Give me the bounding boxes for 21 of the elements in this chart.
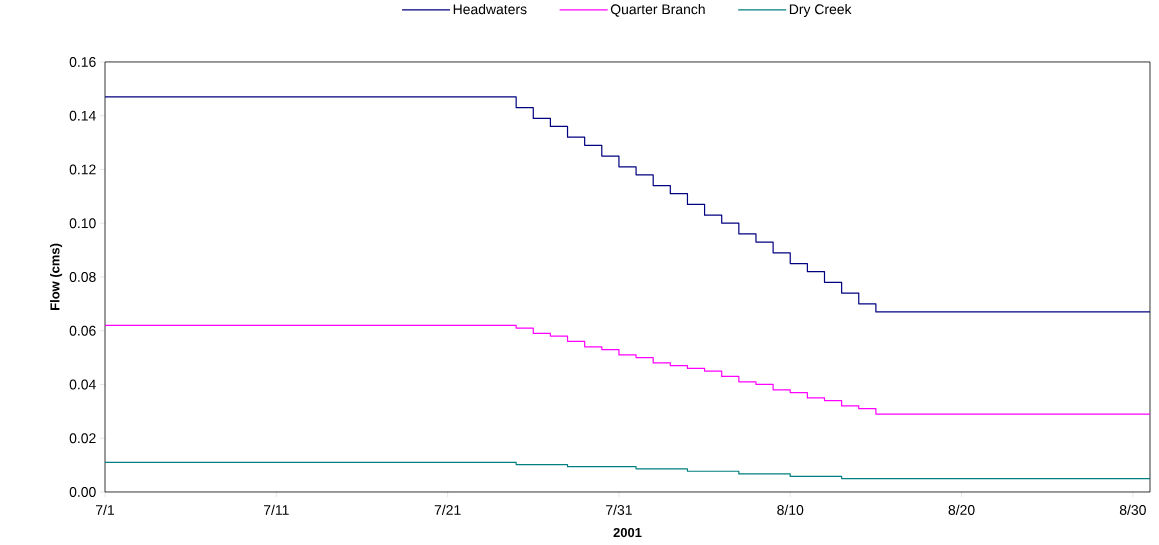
y-tick-label: 0.14 bbox=[69, 110, 96, 121]
x-tick-label: 8/30 bbox=[1119, 504, 1146, 515]
x-tick-label: 7/1 bbox=[96, 504, 115, 515]
y-tick-label: 0.16 bbox=[69, 57, 96, 67]
x-tick-label: 7/21 bbox=[434, 504, 461, 515]
y-tick-label: 0.06 bbox=[69, 325, 96, 336]
y-tick-label: 0.10 bbox=[69, 218, 96, 229]
y-tick-label: 0.02 bbox=[69, 433, 96, 444]
y-tick-label: 0.04 bbox=[69, 379, 96, 390]
x-tick-label: 7/31 bbox=[606, 504, 632, 515]
x-tick-label: 8/20 bbox=[948, 504, 975, 515]
x-tick-label: 7/11 bbox=[263, 504, 289, 515]
legend-label: Dry Creek bbox=[789, 3, 852, 17]
y-tick-label: 0.08 bbox=[69, 272, 96, 282]
x-tick-label: 8/10 bbox=[777, 504, 804, 515]
y-tick-label: 0.00 bbox=[69, 487, 96, 497]
y-tick-label: 0.12 bbox=[69, 164, 96, 175]
y-axis-title: Flow (cms) bbox=[50, 243, 63, 310]
x-axis-title: 2001 bbox=[613, 527, 642, 538]
legend-label: Headwaters bbox=[453, 3, 527, 15]
legend-label: Quarter Branch bbox=[610, 3, 705, 17]
